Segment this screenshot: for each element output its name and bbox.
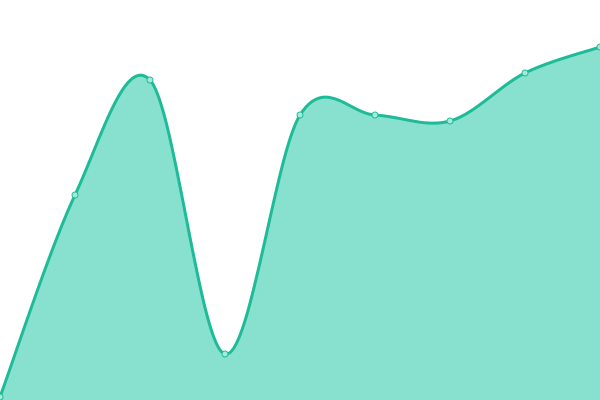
data-point-0 [0, 393, 4, 400]
data-point-8 [596, 43, 600, 51]
data-point-5 [371, 111, 379, 119]
series-line [0, 45, 600, 398]
area-fill [0, 47, 600, 400]
data-point-1 [71, 191, 79, 199]
data-point-2 [146, 76, 154, 84]
data-point-4 [296, 111, 304, 119]
data-point-6 [446, 117, 454, 125]
data-point-3 [221, 350, 229, 358]
data-points [0, 43, 600, 400]
data-point-7 [521, 69, 529, 77]
